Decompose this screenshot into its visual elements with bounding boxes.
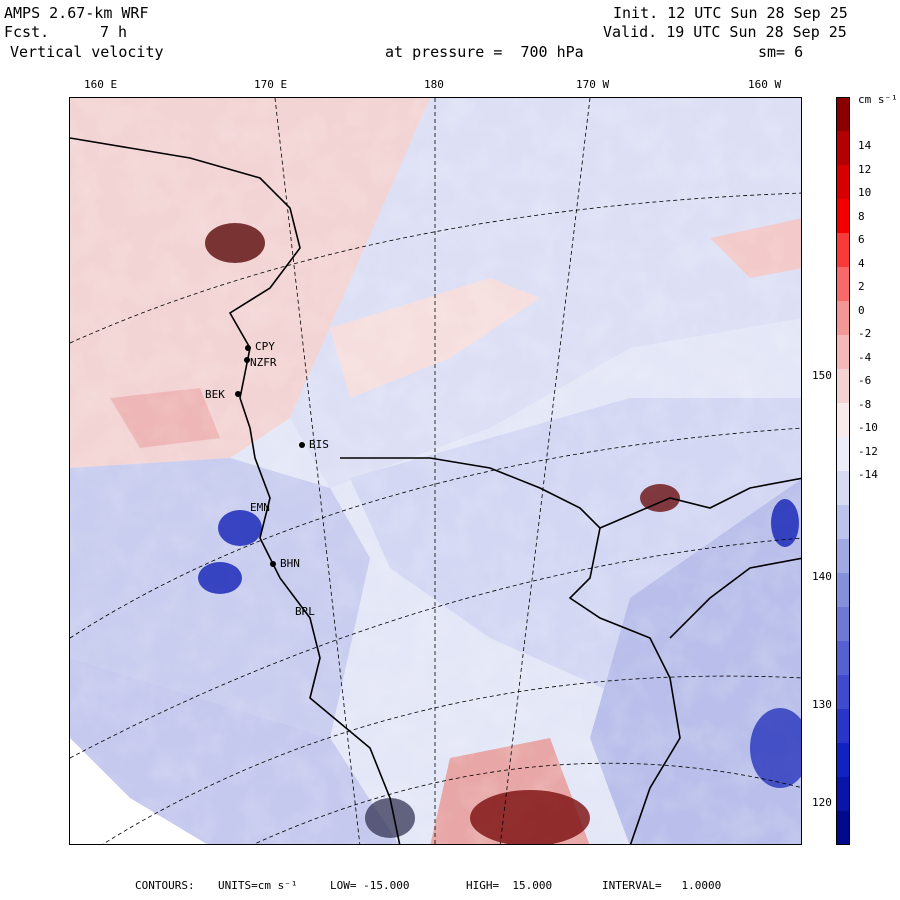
colorbar-swatch [836,641,850,675]
colorbar-swatch [836,233,850,267]
valid-time: Valid. 19 UTC Sun 28 Sep 25 [603,23,847,41]
colorbar-label: 0 [858,303,865,317]
station-cpy-marker [245,345,251,351]
colorbar-label: -10 [858,421,878,434]
lon-tick-170w: 170 W [576,78,610,91]
footer-units: UNITS=cm s⁻¹ [218,879,298,892]
pressure-level: at pressure = 700 hPa [385,43,584,61]
colorbar-label: -14 [858,468,878,481]
colorbar-swatch [836,301,850,335]
colorbar-swatch [836,675,850,709]
colorbar-swatch [836,267,850,301]
footer-interval: INTERVAL= 1.0000 [602,879,722,892]
station-bhn-marker [270,561,276,567]
lon-tick-160e: 160 E [84,78,118,91]
colorbar-label: -12 [858,444,878,458]
colorbar-swatch [836,131,850,165]
forecast-hour: 7 h [100,23,128,41]
footer-contours-label: CONTOURS: [135,879,195,892]
lon-tick-170e: 170 E [254,78,288,91]
colorbar-swatch [836,709,850,743]
colorbar-swatch [836,777,850,811]
colorbar-label: 6 [858,233,865,246]
colorbar-label: 12 [858,162,872,176]
lon-tick-180: 180 [424,78,444,91]
init-time: Init. 12 UTC Sun 28 Sep 25 [613,4,848,22]
colorbar-swatch [836,199,850,233]
station-bek-label: BEK [205,388,225,401]
colorbar-swatch [836,505,850,539]
smoothing-value: sm= 6 [758,43,804,61]
footer-low: LOW= -15.000 [330,879,410,892]
station-cpy-label: CPY [255,340,275,353]
lon-tick-160w: 160 W [748,78,782,91]
colorbar-swatch [836,811,850,845]
colorbar-label: 4 [858,256,865,270]
field-name: Vertical velocity [10,43,164,61]
colorbar-swatch [836,165,850,199]
colorbar-label: 14 [858,139,872,152]
model-title: AMPS 2.67-km WRF [4,4,149,22]
colorbar-label: -8 [858,397,872,411]
station-bis-label: BIS [309,438,329,451]
colorbar-label: -4 [858,350,872,364]
colorbar-label: 10 [858,186,872,199]
colorbar-swatch [836,335,850,369]
station-nzfr-marker [244,357,250,363]
colorbar-label: -6 [858,374,872,387]
colorbar-frame [836,97,850,845]
station-bhn-label: BHN [280,557,300,570]
footer-high: HIGH= 15.000 [466,879,553,892]
forecast-label: Fcst. [4,23,50,41]
map-field-layer [70,98,801,844]
colorbar-swatch [836,97,850,131]
colorbar-swatch [836,539,850,573]
colorbar-label: 8 [858,209,865,223]
station-nzfr-label: NZFR [250,356,277,369]
colorbar-swatch [836,403,850,437]
station-bek-marker [235,391,241,397]
colorbar-label: 2 [858,280,865,293]
station-brl-label: BRL [295,605,315,618]
colorbar-swatch [836,471,850,505]
colorbar-swatch [836,743,850,777]
station-bis-marker [299,442,305,448]
colorbar-swatch [836,369,850,403]
colorbar-label: -2 [858,327,872,340]
colorbar-swatch [836,607,850,641]
vertical-velocity-map: CPY NZFR BEK BIS EMN BHN BRL [69,97,802,845]
station-emn-label: EMN [250,501,270,514]
colorbar-unit: cm s⁻¹ [858,93,898,106]
colorbar-swatch [836,437,850,471]
colorbar-swatch [836,573,850,607]
